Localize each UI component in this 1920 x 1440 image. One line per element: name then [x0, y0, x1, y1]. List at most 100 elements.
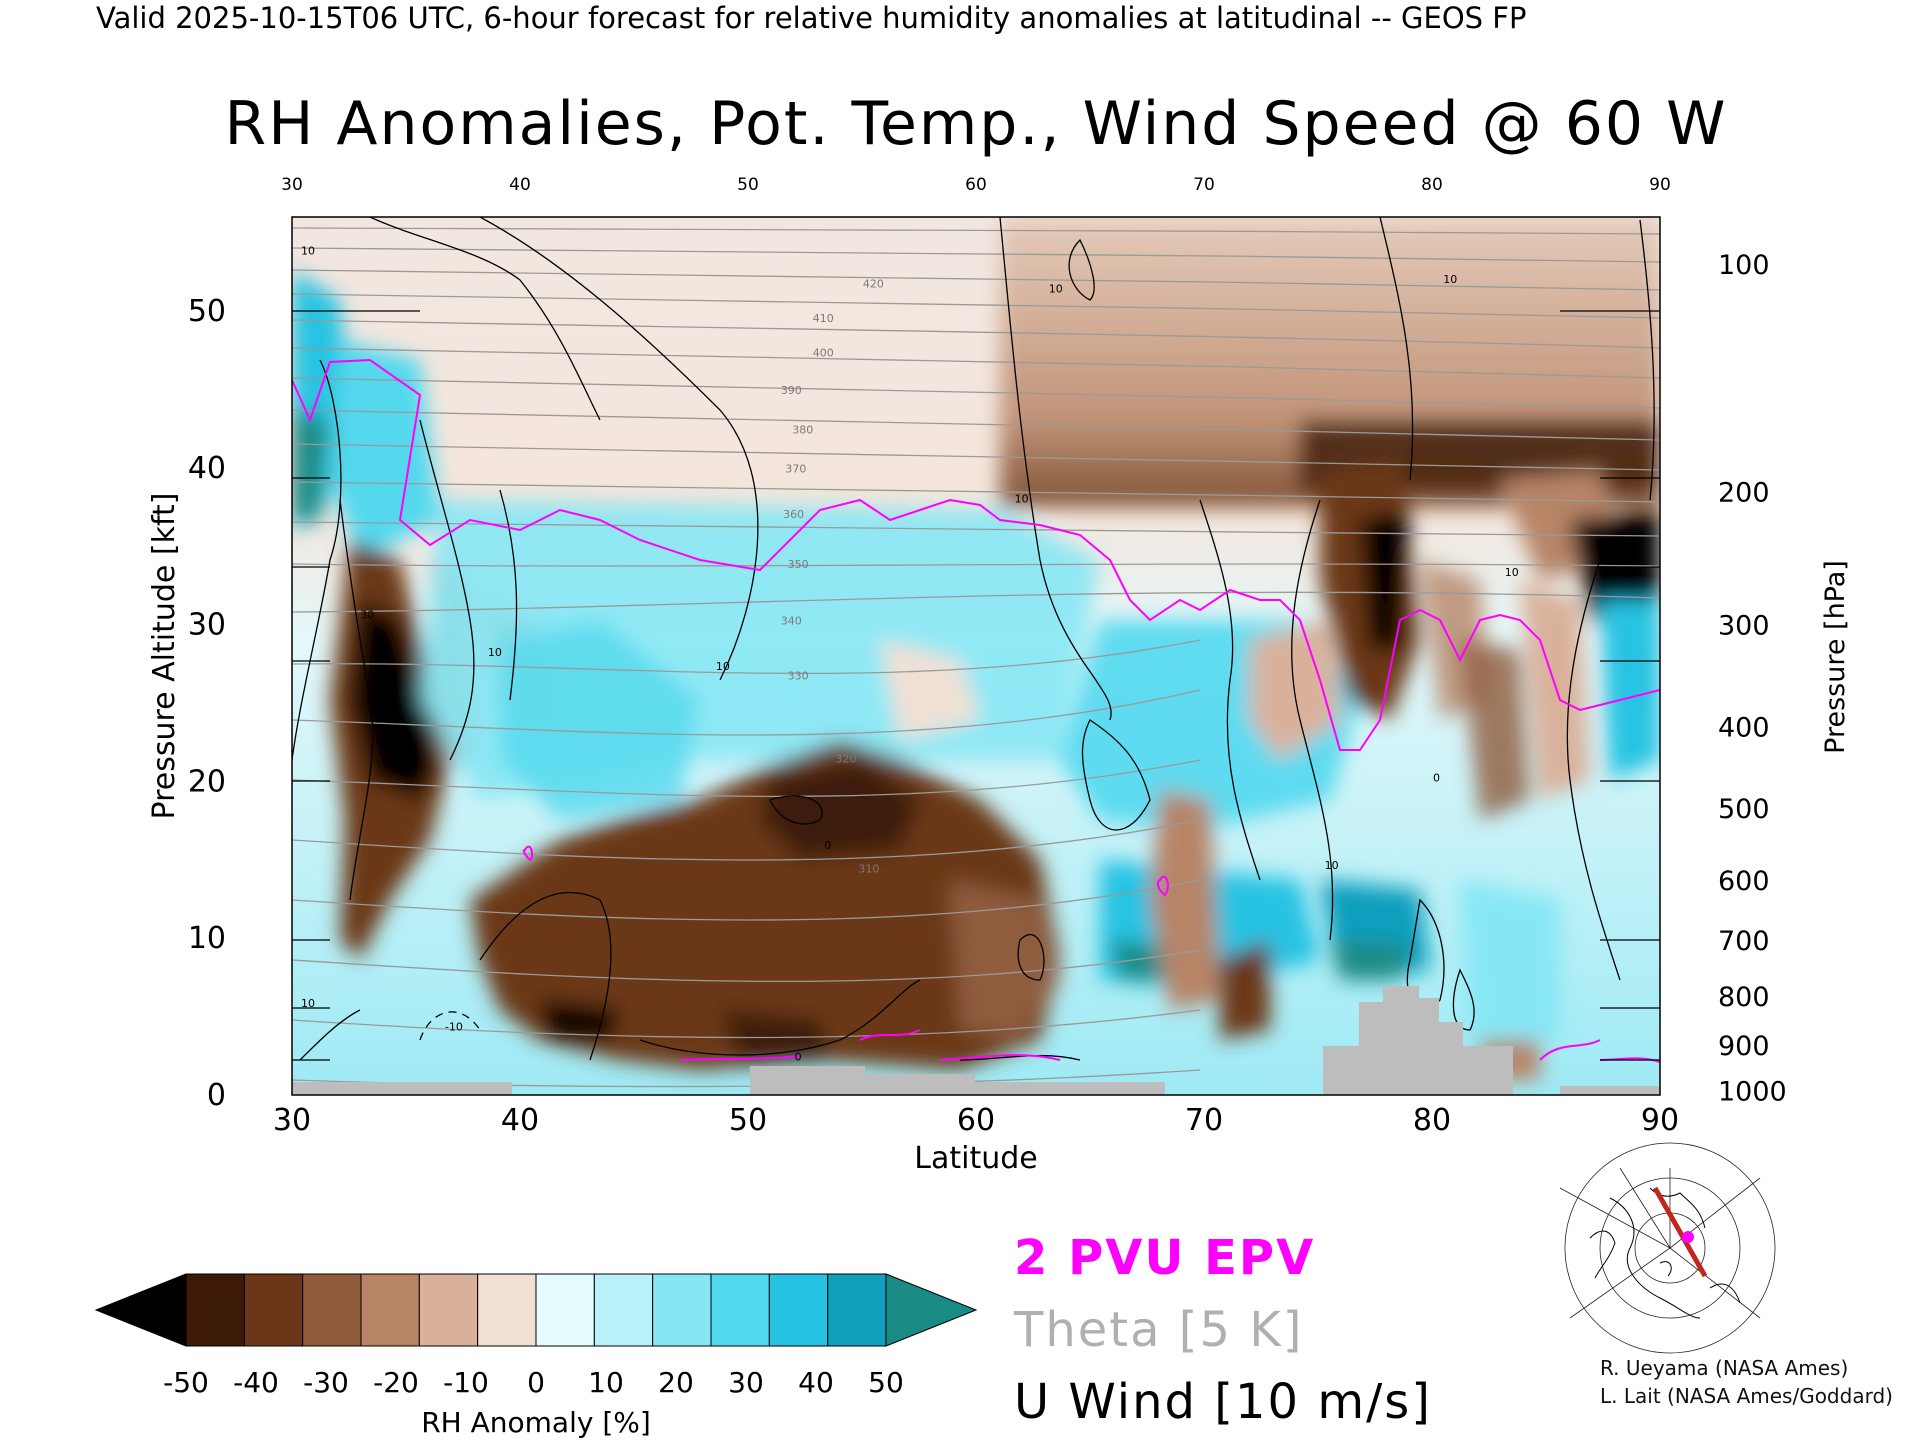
theta-contour-label: 310 [858, 862, 879, 875]
x-tick-label: 70 [1185, 1103, 1223, 1138]
colorbar-swatch [652, 1273, 712, 1347]
pressure-tick-label: 800 [1718, 982, 1770, 1013]
pressure-tick-label: 300 [1718, 611, 1770, 642]
legend-pv: 2 PVU EPV [1014, 1230, 1316, 1286]
wind-contour-label: 10 [1505, 566, 1519, 579]
left-edge-ticks [292, 310, 420, 1061]
colorbar-swatch [535, 1273, 595, 1347]
header-text: Valid 2025-10-15T06 UTC, 6-hour forecast… [96, 1, 1526, 35]
colorbar-swatch [360, 1273, 420, 1347]
pressure-tick-label: 700 [1718, 926, 1770, 957]
x-top-tick-label: 80 [1421, 175, 1443, 195]
theta-contour-label: 340 [781, 615, 802, 628]
colorbar-swatch [710, 1273, 770, 1347]
plot-frame [291, 216, 1661, 1096]
legend-theta: Theta [5 K] [1014, 1302, 1304, 1358]
wind-contour-label: 10 [1443, 273, 1457, 286]
y-axis-label: Pressure Altitude [kft] [147, 493, 182, 820]
wind-contour-label: 10 [301, 997, 315, 1010]
theta-contour-label: 360 [783, 508, 804, 521]
colorbar-tick-label: 30 [728, 1366, 764, 1399]
x-tick-label: 30 [273, 1103, 311, 1138]
wind-contour-label: 0 [1433, 771, 1440, 784]
x-tick-label: 40 [501, 1103, 539, 1138]
x-tick-label: 80 [1413, 1103, 1451, 1138]
y-tick-label: 50 [188, 294, 226, 329]
theta-contours [292, 227, 1660, 1088]
colorbar-label: RH Anomaly [%] [421, 1406, 651, 1439]
wind-labels: 10 10 10 10 30 10 10 10 10 10 -10 0 0 0 [301, 245, 1519, 1064]
x-tick-label: 90 [1641, 1103, 1679, 1138]
pressure-tick-label: 500 [1718, 794, 1770, 825]
colorbar-tick-label: 50 [868, 1366, 904, 1399]
pressure-tick-label: 100 [1718, 250, 1770, 281]
colorbar-tick-label: 40 [798, 1366, 834, 1399]
wind-contour-label: 0 [795, 1051, 802, 1064]
theta-contour-label: 420 [863, 278, 884, 291]
rh-anomaly-field [292, 217, 1660, 1080]
x-top-tick-label: 30 [281, 175, 303, 195]
x-top-tick-label: 40 [509, 175, 531, 195]
colorbar-tick-label: 0 [527, 1366, 545, 1399]
theta-labels: 420 410 400 390 380 370 360 350 340 330 320 310 [781, 278, 884, 876]
map-location-marker [1682, 1231, 1694, 1243]
theta-contour-label: 400 [813, 347, 834, 360]
colorbar-swatch [593, 1273, 654, 1347]
colorbar-tick-label: -10 [443, 1366, 489, 1399]
credit-line-2: L. Lait (NASA Ames/Goddard) [1600, 1384, 1893, 1408]
pressure-tick-label: 600 [1718, 866, 1770, 897]
x-top-tick-label: 50 [737, 175, 759, 195]
wind-contour-label: 10 [1015, 492, 1029, 505]
y-tick-label: 0 [207, 1078, 226, 1113]
x-tick-label: 60 [957, 1103, 995, 1138]
map-cross-section-line [1652, 1186, 1708, 1278]
colorbar-max-arrow [885, 1273, 978, 1347]
wind-contour-label: 10 [1325, 859, 1339, 872]
x-tick-label: 50 [729, 1103, 767, 1138]
theta-contour-label: 390 [781, 384, 802, 397]
colorbar-swatch [243, 1273, 304, 1347]
colorbar: -50 -40 -30 -20 -10 0 10 20 30 40 50 [94, 1273, 978, 1399]
chart-title: RH Anomalies, Pot. Temp., Wind Speed @ 6… [225, 89, 1728, 159]
colorbar-tick-label: 20 [658, 1366, 694, 1399]
wind-contour-label: 10 [488, 646, 502, 659]
pressure-tick-label: 900 [1718, 1031, 1770, 1062]
colorbar-swatch [302, 1273, 362, 1347]
y-tick-label: 30 [188, 608, 226, 643]
pressure-tick-label: 1000 [1718, 1076, 1787, 1107]
x-axis-label: Latitude [914, 1141, 1037, 1176]
theta-contour-label: 350 [788, 558, 809, 571]
pressure-tick-label: 200 [1718, 477, 1770, 508]
x-top-tick-label: 70 [1193, 175, 1215, 195]
colorbar-tick-label: -30 [303, 1366, 349, 1399]
pressure-tick-label: 400 [1718, 713, 1770, 744]
colorbar-swatch [185, 1273, 245, 1347]
u-wind-contours [292, 217, 1655, 1061]
y-tick-label: 10 [188, 921, 226, 956]
pv-contours [292, 358, 1660, 1063]
colorbar-swatch [827, 1273, 887, 1347]
x-top-tick-label: 90 [1649, 175, 1671, 195]
terrain-mask [292, 986, 1660, 1095]
colorbar-tick-label: 10 [588, 1366, 624, 1399]
theta-contour-label: 330 [788, 670, 809, 683]
wind-contour-label: 10 [1049, 282, 1063, 295]
colorbar-swatch [477, 1273, 537, 1347]
wind-contour-label: 30 [360, 608, 374, 621]
wind-contour-label: 0 [824, 839, 831, 852]
wind-contour-label: 10 [301, 245, 315, 258]
theta-contour-label: 410 [813, 312, 834, 325]
y-tick-label: 40 [188, 451, 226, 486]
colorbar-swatch [418, 1273, 479, 1347]
colorbar-min-arrow [94, 1273, 187, 1347]
credit-line-1: R. Ueyama (NASA Ames) [1600, 1356, 1849, 1380]
theta-contour-label: 370 [785, 463, 806, 476]
right-edge-ticks [1560, 310, 1660, 1061]
colorbar-swatch [768, 1273, 829, 1347]
wind-contour-label: -10 [445, 1021, 463, 1034]
y-tick-label: 20 [188, 764, 226, 799]
axes: 3030404050506060707080809090010203040501… [188, 175, 1787, 1138]
wind-contour-label: 10 [716, 660, 730, 673]
